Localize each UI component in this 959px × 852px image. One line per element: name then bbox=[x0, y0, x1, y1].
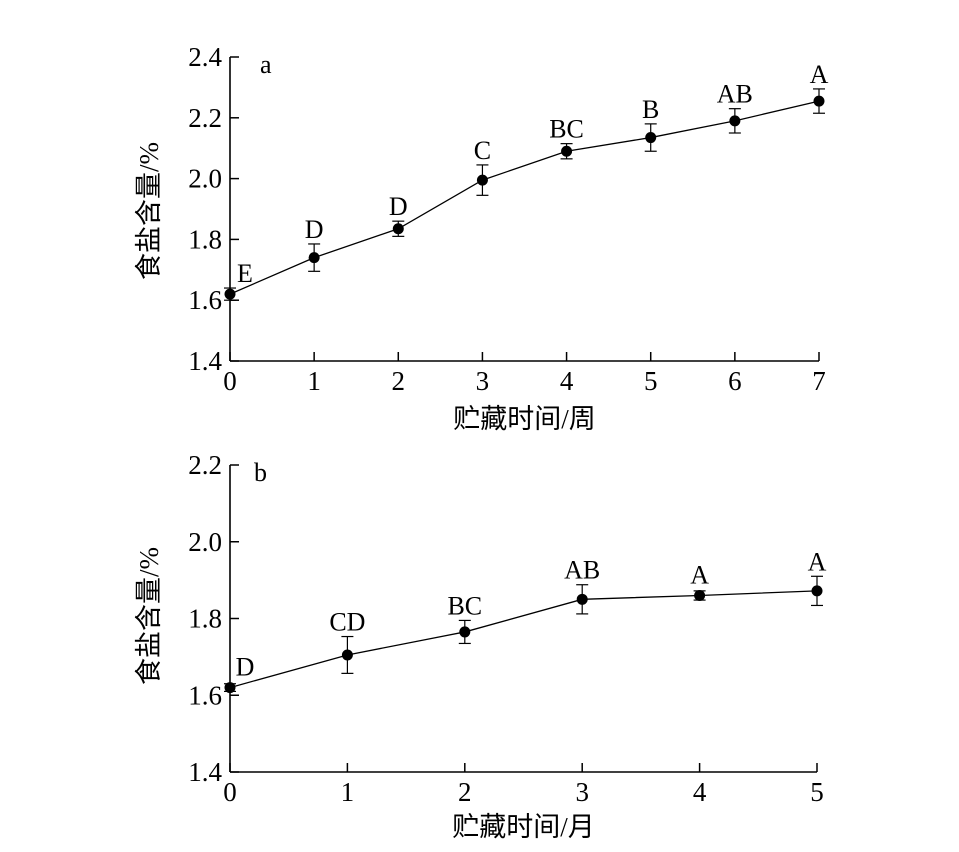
y-tick-label: 2.2 bbox=[188, 103, 222, 133]
y-tick-label: 1.8 bbox=[188, 224, 222, 254]
data-point bbox=[476, 174, 488, 186]
significance-label: BC bbox=[447, 591, 482, 620]
significance-label: A bbox=[808, 547, 827, 576]
x-tick-label: 1 bbox=[341, 777, 355, 807]
y-tick-label: 2.4 bbox=[188, 42, 222, 72]
data-point bbox=[576, 593, 588, 605]
y-tick-label: 1.6 bbox=[188, 285, 222, 315]
y-axis-title: 食盐含量/% bbox=[134, 547, 164, 685]
x-axis-title: 贮藏时间/周 bbox=[453, 404, 596, 434]
significance-label: D bbox=[236, 653, 255, 682]
data-point bbox=[561, 145, 573, 157]
y-axis-title: 食盐含量/% bbox=[134, 142, 164, 280]
x-tick-label: 5 bbox=[644, 366, 658, 396]
x-tick-label: 4 bbox=[560, 366, 574, 396]
x-tick-label: 3 bbox=[476, 366, 490, 396]
y-tick-label: 1.4 bbox=[188, 757, 222, 787]
significance-label: C bbox=[474, 136, 491, 165]
significance-label: AB bbox=[717, 80, 753, 109]
x-tick-label: 6 bbox=[728, 366, 742, 396]
x-tick-label: 7 bbox=[812, 366, 826, 396]
y-tick-label: 1.8 bbox=[188, 604, 222, 634]
y-tick-label: 1.6 bbox=[188, 680, 222, 710]
data-point bbox=[392, 223, 404, 235]
x-tick-label: 2 bbox=[458, 777, 472, 807]
data-point bbox=[224, 288, 236, 300]
data-point bbox=[729, 115, 741, 127]
data-point bbox=[459, 626, 471, 638]
data-point bbox=[645, 132, 657, 144]
data-point bbox=[341, 649, 353, 661]
panel-label: a bbox=[260, 50, 272, 79]
data-point bbox=[813, 95, 825, 107]
chart-panel-b: 1.4 1.6 1.8 2.0 2.2 0 1 2 3 4 5 贮藏时间/月 食盐含量/% b D CD BC A… bbox=[134, 450, 827, 842]
significance-label: BC bbox=[549, 115, 584, 144]
x-tick-label: 3 bbox=[575, 777, 589, 807]
x-tick-label: 0 bbox=[223, 777, 237, 807]
significance-label: A bbox=[690, 560, 709, 589]
x-tick-label: 5 bbox=[810, 777, 824, 807]
data-point bbox=[224, 682, 236, 694]
x-tick-label: 2 bbox=[392, 366, 406, 396]
y-tick-label: 2.0 bbox=[188, 527, 222, 557]
significance-label: A bbox=[810, 60, 829, 89]
series-line bbox=[229, 100, 820, 295]
series-line bbox=[229, 590, 818, 689]
x-tick-label: 0 bbox=[223, 366, 237, 396]
y-tick-label: 2.0 bbox=[188, 164, 222, 194]
y-tick-label: 2.2 bbox=[188, 450, 222, 480]
significance-label: D bbox=[305, 215, 324, 244]
significance-label: CD bbox=[329, 608, 365, 637]
chart-panel-a: 1.4 1.6 1.8 2.0 2.2 2.4 0 1 2 3 4 5 6 7 贮藏时间/周 食盐含量/% a E… bbox=[134, 42, 829, 434]
significance-label: B bbox=[642, 95, 659, 124]
x-tick-label: 4 bbox=[693, 777, 707, 807]
significance-label: AB bbox=[564, 556, 600, 585]
data-point bbox=[308, 252, 320, 264]
data-point bbox=[811, 585, 823, 597]
significance-label: D bbox=[389, 192, 408, 221]
panel-label: b bbox=[254, 458, 267, 487]
x-axis-title: 贮藏时间/月 bbox=[452, 812, 595, 842]
y-tick-label: 1.4 bbox=[188, 346, 222, 376]
significance-label: E bbox=[237, 259, 253, 288]
data-point bbox=[694, 589, 706, 601]
x-tick-label: 1 bbox=[307, 366, 321, 396]
